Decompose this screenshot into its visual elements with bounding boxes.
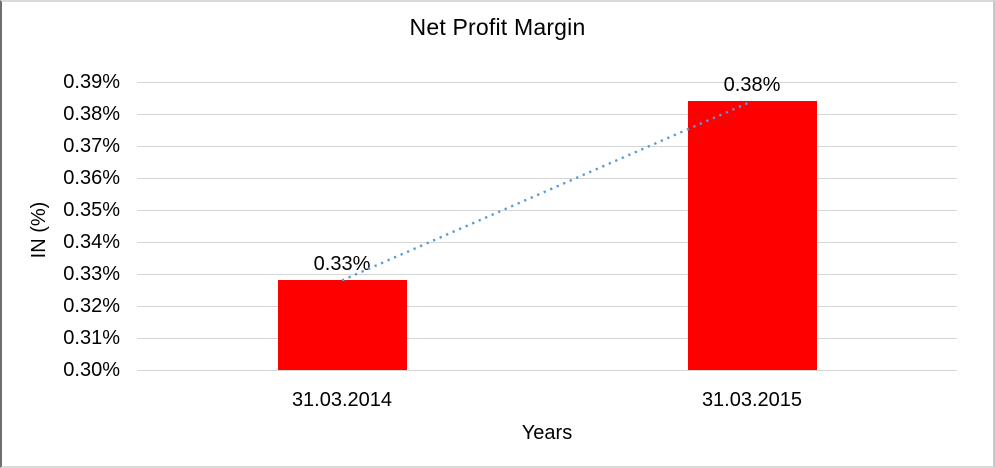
y-tick-label: 0.38% [63,103,120,125]
chart-title: Net Profit Margin [409,14,586,40]
x-category-label: 31.03.2015 [701,389,803,411]
gridline [137,242,957,243]
gridline [137,306,957,307]
y-tick-label: 0.30% [63,359,120,381]
y-tick-label: 0.32% [63,295,120,317]
y-tick-label: 0.39% [63,71,120,93]
y-tick-label: 0.36% [63,167,120,189]
bar-31.03.2015 [687,101,817,370]
bar-31.03.2014 [277,280,407,370]
bar-data-label: 0.38% [723,74,781,97]
y-tick-label: 0.34% [63,231,120,253]
gridline [137,274,957,275]
y-tick-label: 0.33% [63,263,120,285]
trendline [341,100,753,282]
gridline [137,370,957,371]
gridline [137,114,957,115]
x-axis-title: Years [521,422,573,444]
gridline [137,146,957,147]
bar-data-label: 0.33% [313,253,371,276]
gridline [137,82,957,83]
y-tick-label: 0.31% [63,327,120,349]
y-tick-label: 0.37% [63,135,120,157]
plot-area: 0.33% 0.38% [137,74,957,371]
x-category-label: 31.03.2014 [291,389,393,411]
gridline [137,338,957,339]
gridline [137,178,957,179]
gridline [137,210,957,211]
y-tick-label: 0.35% [63,199,120,221]
